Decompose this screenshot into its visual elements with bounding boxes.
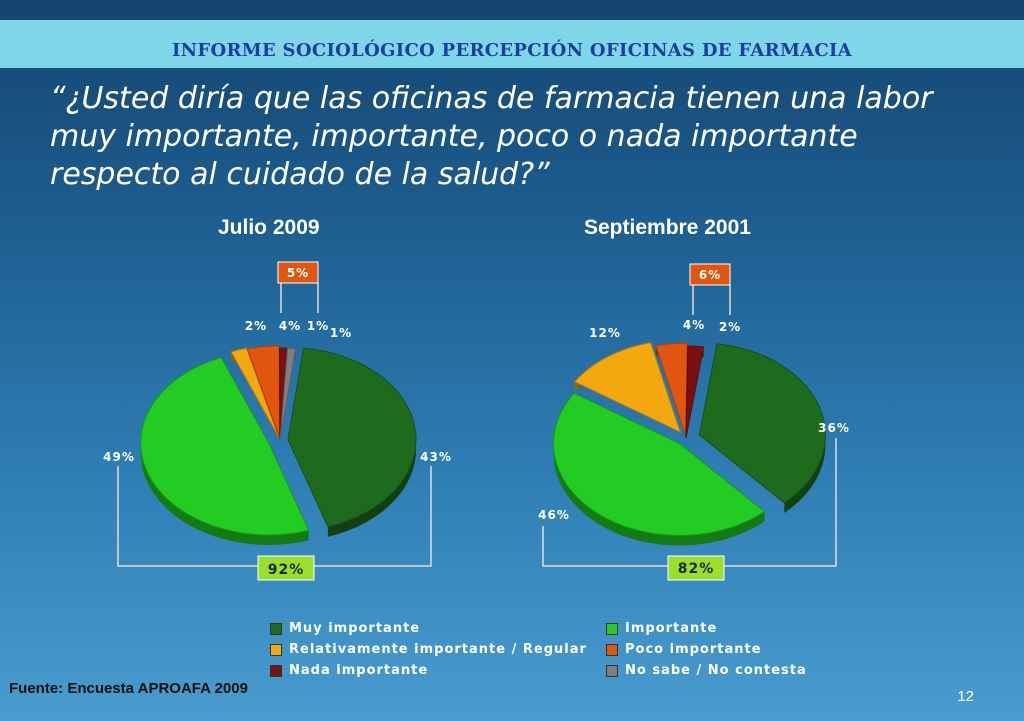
slice-muy-importante — [698, 343, 826, 504]
legend-label: Muy importante — [289, 621, 421, 636]
slice-nada-importante — [685, 345, 705, 439]
annotation-92pct: 92% — [268, 562, 305, 578]
slice-poco-importante — [246, 345, 281, 439]
annotation-6pct: 6% — [699, 268, 721, 282]
slice-label-muy-importante: 36% — [818, 421, 850, 435]
header-banner — [0, 20, 1024, 68]
slice-relativamente-importante-regular — [573, 342, 682, 433]
pie-septiembre-2001 — [553, 342, 826, 546]
slice-side-importante — [553, 393, 765, 546]
legend-label: Poco importante — [625, 642, 762, 657]
legend-item-no-sabe: No sabe / No contesta — [606, 662, 830, 679]
legend-swatch — [270, 664, 282, 677]
legend-swatch — [606, 622, 618, 635]
legend-label: Relativamente importante / Regular — [289, 642, 587, 657]
legend-item-importante: Importante — [606, 620, 830, 637]
slice-label-poco-importante: 4% — [683, 318, 705, 332]
slice-label-muy-importante: 43% — [420, 450, 452, 464]
legend-item-nada-importante: Nada importante — [270, 662, 606, 679]
slice-label-regular: 2% — [245, 319, 267, 333]
annotation-box-92pct — [257, 555, 315, 581]
annotation-box-5pct — [277, 261, 319, 284]
slice-label-regular: 12% — [589, 326, 621, 340]
slice-label-importante: 46% — [538, 508, 570, 522]
slice-poco-importante — [655, 342, 688, 436]
chart-title-septiembre-2001: Septiembre 2001 — [584, 216, 751, 239]
slice-label-nada-importante: 1% — [307, 319, 329, 333]
legend-label: Importante — [625, 621, 718, 636]
legend-swatch — [606, 643, 618, 656]
survey-question: “¿Usted diría que las oficinas de farmac… — [50, 81, 933, 192]
legend-item-poco-importante: Poco importante — [606, 641, 830, 658]
slice-muy-importante — [287, 347, 417, 528]
legend-item-regular: Relativamente importante / Regular — [270, 641, 606, 658]
header-title: INFORME SOCIOLÓGICO PERCEPCIÓN OFICINAS … — [171, 40, 853, 61]
legend-swatch — [270, 622, 282, 635]
pie-julio-2009 — [140, 345, 417, 545]
slice-labels-julio-2009: 43% 49% 2% 4% 1% 1% — [103, 319, 452, 464]
legend-label: Nada importante — [289, 663, 429, 678]
brackets — [117, 283, 837, 567]
slice-importante — [553, 392, 766, 537]
annotation-box-82pct — [667, 555, 725, 581]
slice-relativamente-importante-regular — [230, 347, 280, 438]
annotation-5pct: 5% — [287, 266, 309, 280]
source-note: Fuente: Encuesta APROAFA 2009 — [9, 680, 248, 697]
slice-label-poco-importante: 4% — [279, 319, 301, 333]
annotation-box-6pct — [689, 263, 731, 286]
chart-title-julio-2009: Julio 2009 — [218, 216, 320, 239]
legend-item-muy-importante: Muy importante — [270, 620, 606, 637]
slice-importante — [140, 356, 310, 536]
slice-labels-septiembre-2001: 36% 46% 12% 4% 2% — [538, 318, 850, 522]
legend: Muy importante Importante Relativamente … — [270, 620, 830, 679]
slice-label-nada-importante: 2% — [719, 320, 741, 334]
annotation-82pct: 82% — [678, 561, 715, 577]
legend-swatch — [606, 664, 618, 677]
page-number: 12 — [957, 688, 974, 705]
slice-label-no-sabe: 1% — [330, 326, 352, 340]
slice-label-importante: 49% — [103, 450, 135, 464]
legend-label: No sabe / No contesta — [625, 663, 807, 678]
legend-swatch — [270, 643, 282, 656]
slice-no-sabe-no-contesta — [279, 347, 297, 441]
